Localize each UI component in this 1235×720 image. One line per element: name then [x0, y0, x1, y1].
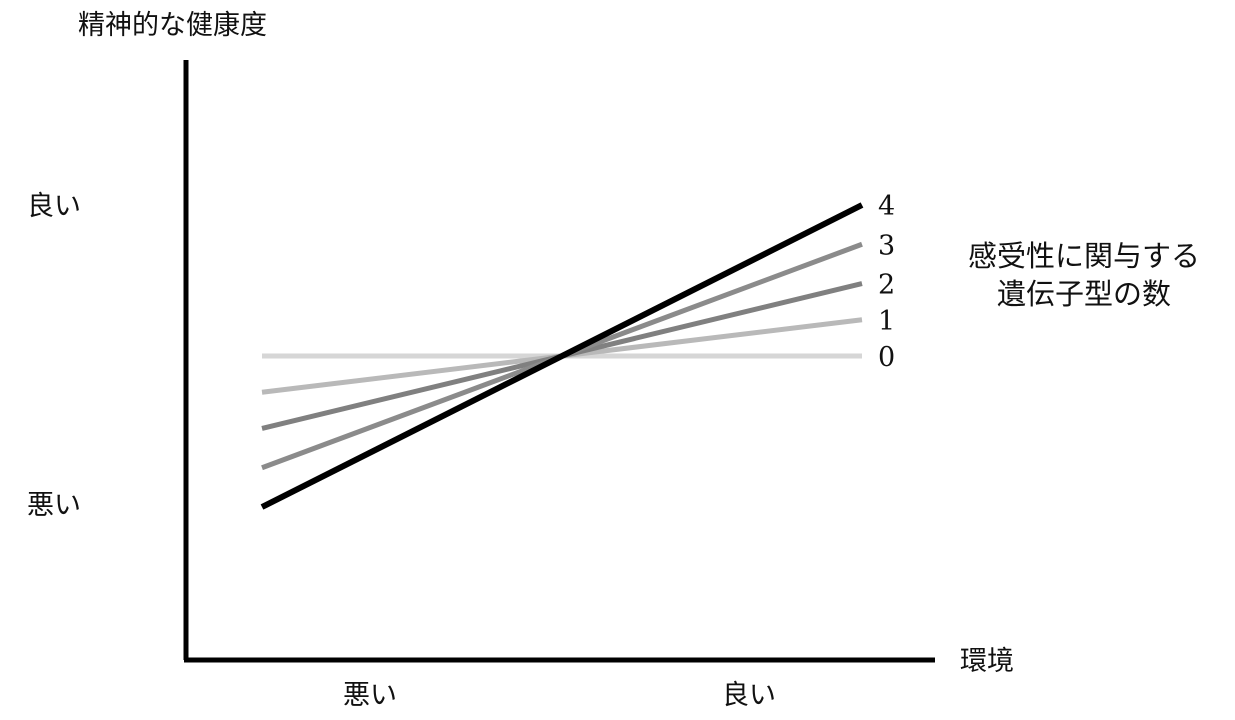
x-tick-good: 良い [722, 680, 776, 711]
series-line-4 [260, 202, 864, 510]
legend-title-line-1: 感受性に関与する [967, 239, 1200, 273]
y-tick-bad: 悪い [27, 490, 81, 521]
legend-title: 感受性に関与する 遺伝子型の数 [950, 237, 1218, 313]
y-tick-good: 良い [27, 191, 81, 222]
x-tick-bad: 悪い [343, 680, 397, 711]
legend-title-line-2: 遺伝子型の数 [996, 277, 1171, 311]
series-label-layer: 0 1 2 3 4 [878, 191, 895, 373]
series-label-2: 2 [878, 270, 895, 301]
series-layer [260, 202, 864, 510]
x-axis-title: 環境 [960, 646, 1014, 677]
y-axis-title: 精神的な健康度 [78, 10, 267, 41]
series-label-0: 0 [878, 342, 895, 373]
series-label-4: 4 [878, 191, 895, 222]
series-label-3: 3 [878, 230, 895, 261]
series-label-1: 1 [878, 306, 895, 337]
